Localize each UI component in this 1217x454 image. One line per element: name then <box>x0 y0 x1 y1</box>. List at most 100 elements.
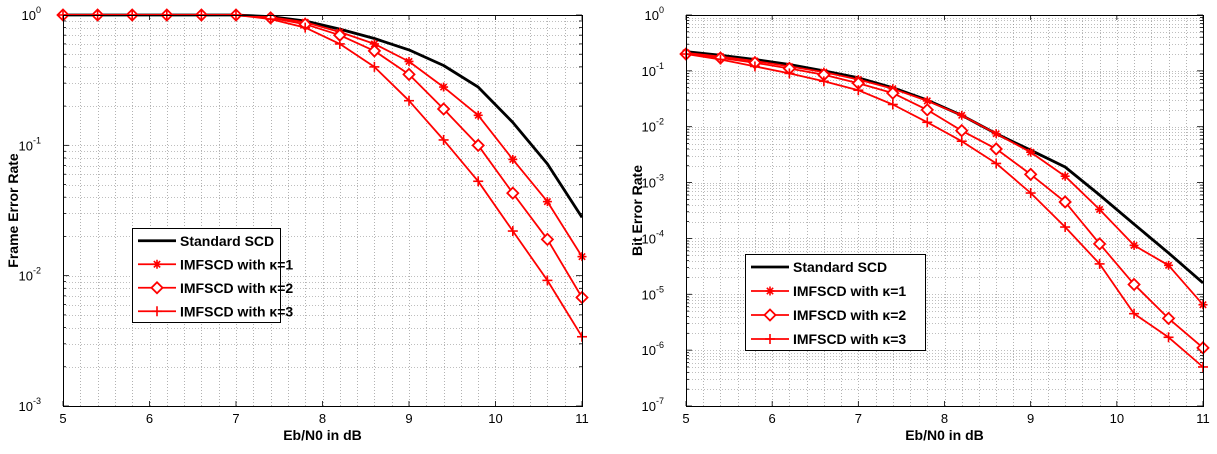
data-point <box>818 76 829 87</box>
data-point <box>402 67 416 82</box>
data-point <box>438 134 449 145</box>
x-axis-title: Eb/N0 in dB <box>905 427 984 443</box>
series-line <box>685 52 1204 306</box>
data-point <box>1023 167 1038 182</box>
marker-core <box>925 98 930 104</box>
data-point <box>715 54 726 65</box>
data-point <box>957 110 967 120</box>
marker-core <box>154 262 160 267</box>
data-point <box>436 102 451 116</box>
y-tick-label: 10-1 <box>19 135 41 153</box>
data-point <box>922 96 932 106</box>
x-tick-label: 7 <box>855 411 862 426</box>
series-line <box>685 53 1204 349</box>
x-tick-label: 8 <box>941 411 948 426</box>
data-point <box>765 334 775 344</box>
data-point <box>920 103 935 117</box>
marker-core <box>545 199 550 204</box>
data-point <box>367 44 382 58</box>
x-tick-label: 9 <box>1027 411 1034 426</box>
marker-core <box>959 113 964 118</box>
x-tick-label: 11 <box>575 411 589 426</box>
chart-1: 5 6 7 8 9 10 11 10-3 10-2 10-1 100 Eb/N0 in dB Frame… <box>5 5 589 443</box>
data-point <box>1060 171 1070 181</box>
data-point <box>784 68 795 79</box>
data-point <box>749 61 760 72</box>
data-point <box>150 280 164 295</box>
data-point <box>507 226 518 237</box>
data-point <box>473 110 483 120</box>
data-point <box>922 117 933 128</box>
data-point <box>152 259 162 269</box>
y-tick-label: 10-2 <box>19 266 41 284</box>
marker-core <box>994 131 999 136</box>
marker-core <box>1028 149 1033 155</box>
data-point <box>473 176 484 187</box>
series-line <box>685 53 1204 368</box>
plot-area <box>63 15 582 406</box>
data-point <box>1060 222 1071 233</box>
data-point <box>471 138 485 153</box>
legend-label: IMFSCD with κ=3 <box>793 331 906 347</box>
x-tick-label: 9 <box>405 411 412 426</box>
data-point <box>991 158 1002 169</box>
x-tick-label: 11 <box>1196 411 1210 426</box>
legend-label: Standard SCD <box>180 233 274 249</box>
data-point <box>1025 188 1036 199</box>
legend-label: IMFSCD with κ=3 <box>180 303 293 319</box>
data-point <box>956 136 967 147</box>
y-tick-label: 10-5 <box>642 284 664 302</box>
axes-frame <box>63 15 583 407</box>
data-point <box>763 308 777 322</box>
data-point <box>991 129 1001 139</box>
data-point <box>1163 332 1174 343</box>
marker-core <box>767 288 773 294</box>
data-point <box>887 99 898 110</box>
data-point <box>1129 240 1139 250</box>
legend: Standard SCD IMFSCD with κ=1 IMFSCD with κ… <box>132 228 293 323</box>
data-point <box>506 186 520 200</box>
data-point <box>1058 195 1072 209</box>
data-point <box>1161 311 1176 326</box>
legend: Standard SCD IMFSCD with κ=1 IMFSCD with κ… <box>745 254 926 351</box>
legend-label: Standard SCD <box>793 259 887 275</box>
y-tick-label: 10-4 <box>642 228 664 246</box>
axes-frame <box>686 15 1204 407</box>
data-point <box>404 95 414 106</box>
x-tick-label: 5 <box>59 411 66 426</box>
data-point <box>542 275 553 286</box>
chart-2: 5 6 7 8 9 10 11 10-7 10-6 10-5 10-4 10-3 10-2 10-1 100… <box>629 5 1210 443</box>
x-tick-label: 10 <box>1110 411 1124 426</box>
series-4 <box>681 49 1208 372</box>
y-tick-label: 10-6 <box>642 340 664 358</box>
marker-core <box>372 41 377 47</box>
data-point <box>404 56 414 66</box>
data-point <box>508 154 518 164</box>
x-axis-title: Eb/N0 in dB <box>283 427 362 443</box>
data-point <box>439 82 449 92</box>
series-3 <box>679 47 1210 355</box>
legend-label: IMFSCD with κ=1 <box>180 256 293 272</box>
data-point <box>542 197 552 207</box>
y-tick-label: 10-3 <box>19 396 41 414</box>
x-tick-label: 8 <box>319 411 326 426</box>
data-point <box>300 22 311 33</box>
marker-core <box>476 113 481 118</box>
data-point <box>989 142 1003 156</box>
data-point <box>1092 237 1107 251</box>
legend-label: IMFSCD with κ=2 <box>793 307 906 323</box>
marker-core <box>1062 174 1068 179</box>
y-axis-title: Frame Error Rate <box>5 153 21 268</box>
data-point <box>1094 258 1105 269</box>
marker-core <box>441 84 446 90</box>
data-point <box>853 85 864 96</box>
legend-label: IMFSCD with κ=2 <box>180 280 293 296</box>
data-point <box>765 286 775 296</box>
y-tick-label: 100 <box>22 5 41 23</box>
marker-core <box>1166 263 1171 268</box>
x-tick-label: 6 <box>146 411 153 426</box>
data-point <box>1026 147 1036 157</box>
legend-label: IMFSCD with κ=1 <box>793 283 906 299</box>
